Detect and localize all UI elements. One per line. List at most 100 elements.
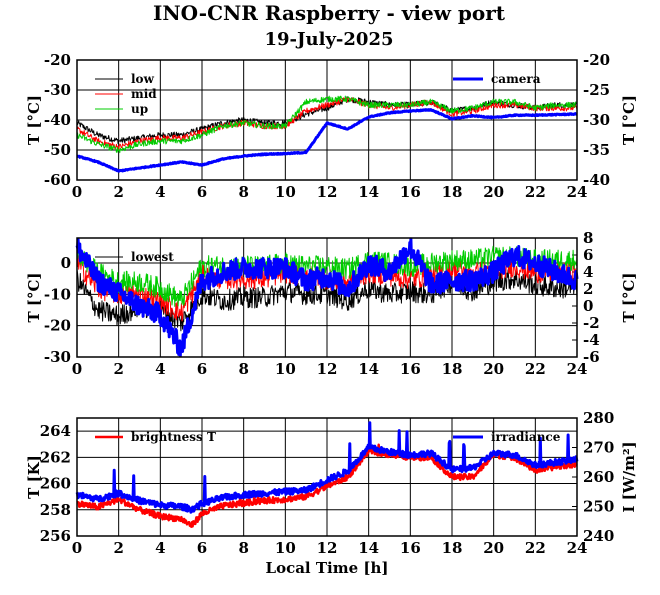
plot-frame: [76, 59, 578, 181]
x-tick-label: 4: [155, 360, 165, 378]
y-tick-label: 260: [40, 475, 71, 493]
x-tick-label: 24: [567, 539, 588, 557]
y2-axis-label: I [W/m²]: [620, 441, 638, 512]
x-tick-label: 20: [483, 360, 504, 378]
x-tick-label: 10: [275, 360, 296, 378]
y2-tick-label: -6: [583, 348, 600, 366]
y-tick-label: -10: [44, 285, 71, 303]
chart-title: INO-CNR Raspberry - view port: [153, 1, 506, 25]
y-tick-label: 264: [40, 422, 71, 440]
y-tick-label: -30: [44, 81, 71, 99]
x-tick-label: 22: [525, 539, 546, 557]
x-tick-label: 2: [113, 183, 123, 201]
plot-frame: [76, 237, 578, 358]
series-line-camera: [76, 108, 578, 173]
y2-tick-label: -35: [583, 141, 610, 159]
series-line-series-2: [76, 243, 578, 307]
y2-tick-label: 280: [583, 409, 614, 427]
x-tick-label: 2: [113, 360, 123, 378]
series-line-series-3: [75, 237, 579, 358]
x-tick-label: 12: [317, 360, 338, 378]
y-tick-label: 0: [61, 254, 71, 272]
y2-tick-label: 250: [583, 498, 614, 516]
x-tick-label: 12: [317, 183, 338, 201]
x-tick-label: 4: [155, 539, 165, 557]
x-tick-label: 0: [72, 183, 82, 201]
y-tick-label: -50: [44, 141, 71, 159]
x-tick-label: 6: [197, 360, 207, 378]
y2-tick-label: 4: [583, 263, 593, 281]
legend-label: lowest: [131, 250, 174, 264]
panel-middle: 0 2 4 6 8 10 12 14 16 18 20 22 24-30-20-100-6-4-2024…: [25, 229, 638, 378]
x-tick-label: 14: [358, 183, 379, 201]
y-tick-label: -40: [44, 111, 71, 129]
series-line-irradiance: [75, 421, 579, 514]
y-tick-label: -20: [44, 51, 71, 69]
series-line-up: [76, 95, 578, 154]
legend-label: irradiance: [491, 430, 561, 444]
x-tick-label: 14: [358, 539, 379, 557]
x-tick-label: 16: [400, 360, 421, 378]
panel-bottom: 0 2 4 6 8 10 12 14 16 18 20 22 242562582602622642402…: [25, 409, 638, 577]
y-axis-label: T [°C]: [25, 95, 43, 145]
x-tick-label: 10: [275, 183, 296, 201]
legend-label: camera: [491, 72, 541, 86]
x-tick-label: 16: [400, 183, 421, 201]
y2-tick-label: 2: [583, 280, 593, 298]
y2-tick-label: 240: [583, 527, 614, 545]
x-tick-label: 24: [567, 183, 588, 201]
y2-tick-label: 6: [583, 246, 593, 264]
legend-label: brightness T: [131, 430, 216, 444]
y2-tick-label: 260: [583, 468, 614, 486]
x-tick-label: 4: [155, 183, 165, 201]
y2-tick-label: -2: [583, 314, 600, 332]
y2-tick-label: 270: [583, 439, 614, 457]
y-tick-label: 262: [40, 448, 71, 466]
x-tick-label: 16: [400, 539, 421, 557]
x-tick-label: 20: [483, 539, 504, 557]
x-tick-label: 6: [197, 183, 207, 201]
y-axis-label: T [°C]: [25, 272, 43, 322]
y-tick-label: 258: [40, 501, 71, 519]
x-tick-label: 10: [275, 539, 296, 557]
x-tick-label: 8: [238, 360, 248, 378]
y-tick-label: 256: [40, 527, 71, 545]
y2-tick-label: -20: [583, 51, 610, 69]
y-tick-label: -20: [44, 317, 71, 335]
chart-subtitle: 19-July-2025: [265, 29, 394, 50]
x-tick-label: 8: [238, 183, 248, 201]
y2-tick-label: -4: [583, 331, 600, 349]
x-tick-label: 24: [567, 360, 588, 378]
x-tick-label: 18: [442, 183, 463, 201]
x-tick-label: 6: [197, 539, 207, 557]
series-line-brightness-T: [76, 443, 578, 528]
x-axis-label: Local Time [h]: [266, 559, 389, 577]
x-tick-label: 18: [442, 360, 463, 378]
x-tick-label: 0: [72, 360, 82, 378]
legend-label: mid: [131, 87, 157, 101]
x-tick-label: 2: [113, 539, 123, 557]
x-tick-label: 12: [317, 539, 338, 557]
legend-label: up: [131, 102, 148, 116]
x-tick-label: 18: [442, 539, 463, 557]
y-axis-label: T [K]: [25, 455, 43, 499]
panel-top: 0 2 4 6 8 10 12 14 16 18 20 22 24-60-50-40-30-20-40-…: [25, 51, 638, 201]
y2-tick-label: 8: [583, 229, 593, 247]
x-tick-label: 20: [483, 183, 504, 201]
y2-tick-label: -40: [583, 171, 610, 189]
x-tick-label: 8: [238, 539, 248, 557]
x-tick-label: 14: [358, 360, 379, 378]
y2-axis-label: T [°C]: [620, 95, 638, 145]
y2-axis-label: T [°C]: [620, 272, 638, 322]
y2-tick-label: -25: [583, 81, 610, 99]
plot-frame: [76, 417, 578, 537]
x-tick-label: 22: [525, 360, 546, 378]
y-tick-label: -60: [44, 171, 71, 189]
y2-tick-label: -30: [583, 111, 610, 129]
y-tick-label: -30: [44, 348, 71, 366]
x-tick-label: 22: [525, 183, 546, 201]
x-tick-label: 0: [72, 539, 82, 557]
legend-label: low: [131, 72, 155, 86]
y2-tick-label: 0: [583, 297, 593, 315]
